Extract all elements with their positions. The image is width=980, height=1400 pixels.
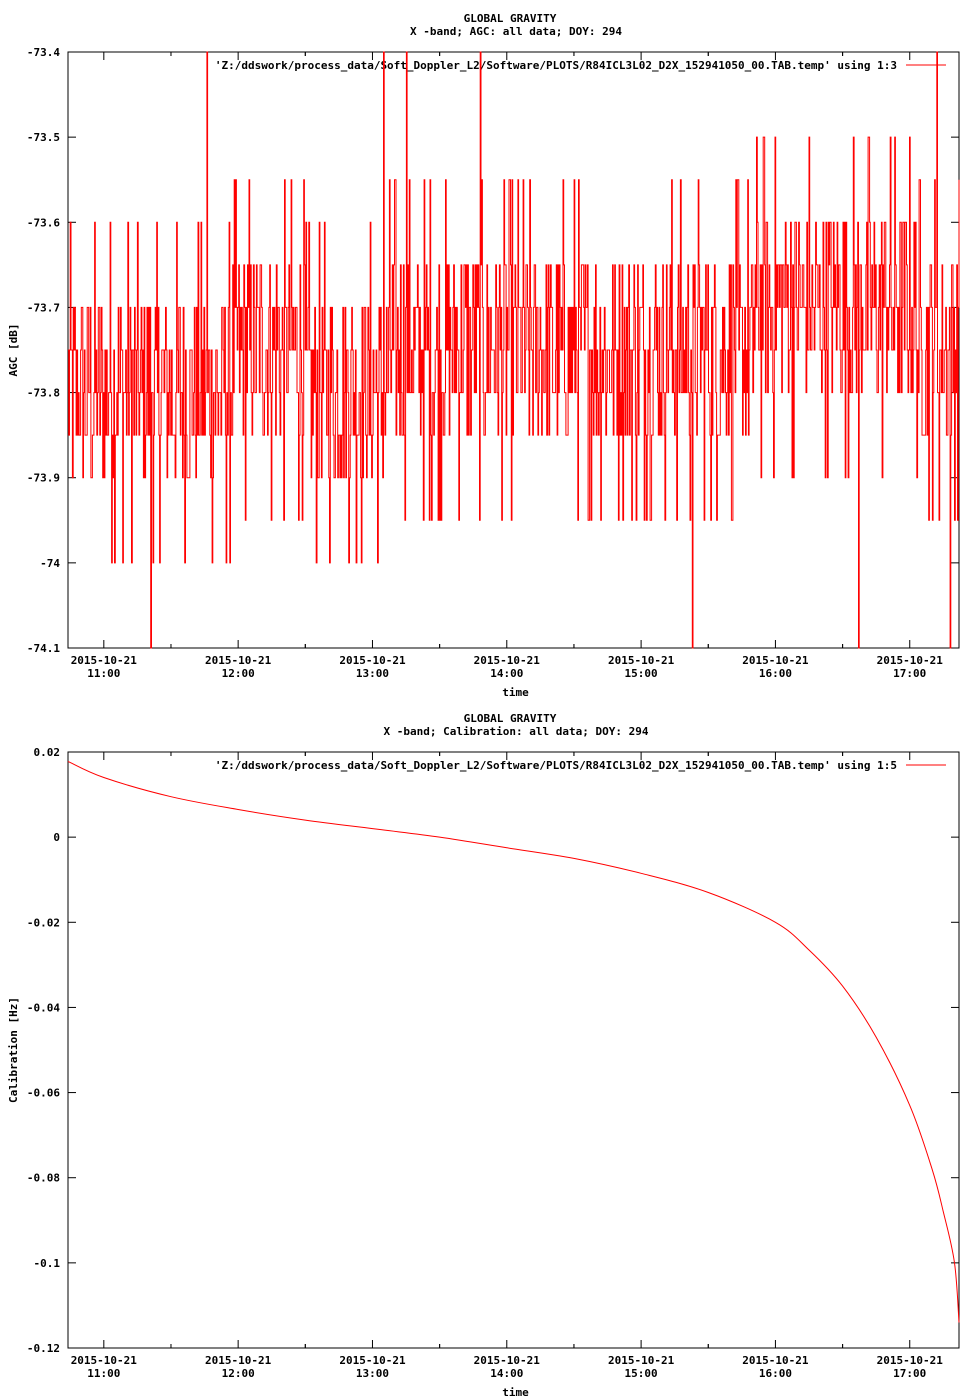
x-tick-time: 14:00 xyxy=(490,1367,523,1380)
x-tick-date: 2015-10-21 xyxy=(474,654,541,667)
y-tick-label: -0.1 xyxy=(34,1257,61,1270)
y-tick-label: -73.5 xyxy=(27,131,60,144)
x-tick-date: 2015-10-21 xyxy=(742,654,809,667)
x-tick-date: 2015-10-21 xyxy=(608,654,675,667)
chart-title: GLOBAL GRAVITY xyxy=(464,12,557,25)
y-tick-label: -0.08 xyxy=(27,1172,60,1185)
agc-series-line xyxy=(68,51,960,649)
x-tick-date: 2015-10-21 xyxy=(474,1354,541,1367)
y-tick-label: -0.12 xyxy=(27,1342,60,1355)
y-tick-label: -0.02 xyxy=(27,916,60,929)
x-tick-date: 2015-10-21 xyxy=(877,1354,944,1367)
x-axis-label: time xyxy=(502,1386,529,1399)
y-tick-label: -73.4 xyxy=(27,46,60,59)
y-tick-label: -0.06 xyxy=(27,1087,60,1100)
y-tick-label: -74 xyxy=(40,557,60,570)
y-tick-label: -74.1 xyxy=(27,642,60,655)
x-tick-time: 17:00 xyxy=(893,667,926,680)
x-tick-date: 2015-10-21 xyxy=(608,1354,675,1367)
chart-subtitle: X -band; AGC: all data; DOY: 294 xyxy=(410,25,622,38)
y-axis-label: AGC [dB] xyxy=(7,324,20,377)
legend-label: 'Z:/ddswork/process_data/Soft_Doppler_L2… xyxy=(215,759,897,772)
chart-title: GLOBAL GRAVITY xyxy=(464,712,557,725)
x-tick-time: 14:00 xyxy=(490,667,523,680)
x-tick-time: 15:00 xyxy=(625,1367,658,1380)
x-tick-time: 13:00 xyxy=(356,667,389,680)
x-tick-date: 2015-10-21 xyxy=(742,1354,809,1367)
x-tick-time: 12:00 xyxy=(222,667,255,680)
x-tick-time: 16:00 xyxy=(759,1367,792,1380)
x-tick-date: 2015-10-21 xyxy=(71,654,138,667)
x-tick-time: 11:00 xyxy=(87,1367,120,1380)
x-tick-date: 2015-10-21 xyxy=(205,654,272,667)
x-tick-date: 2015-10-21 xyxy=(877,654,944,667)
x-tick-time: 17:00 xyxy=(893,1367,926,1380)
x-tick-time: 11:00 xyxy=(87,667,120,680)
x-tick-date: 2015-10-21 xyxy=(339,1354,406,1367)
x-tick-time: 16:00 xyxy=(759,667,792,680)
y-tick-label: -73.7 xyxy=(27,301,60,314)
legend-label: 'Z:/ddswork/process_data/Soft_Doppler_L2… xyxy=(215,59,897,72)
x-axis-label: time xyxy=(502,686,529,699)
chart-subtitle: X -band; Calibration: all data; DOY: 294 xyxy=(384,725,649,738)
x-tick-time: 12:00 xyxy=(222,1367,255,1380)
x-tick-time: 13:00 xyxy=(356,1367,389,1380)
calibration-series-line xyxy=(67,760,960,1323)
y-tick-label: -73.9 xyxy=(27,472,60,485)
x-tick-date: 2015-10-21 xyxy=(339,654,406,667)
x-tick-date: 2015-10-21 xyxy=(71,1354,138,1367)
y-axis-label: Calibration [Hz] xyxy=(7,997,20,1103)
x-tick-date: 2015-10-21 xyxy=(205,1354,272,1367)
y-tick-label: 0 xyxy=(53,831,60,844)
plot-frame xyxy=(67,751,960,1349)
y-tick-label: -73.8 xyxy=(27,387,60,400)
y-tick-label: -73.6 xyxy=(27,216,60,229)
y-tick-label: -0.04 xyxy=(27,1001,60,1014)
x-tick-time: 15:00 xyxy=(625,667,658,680)
y-tick-label: 0.02 xyxy=(34,746,61,759)
